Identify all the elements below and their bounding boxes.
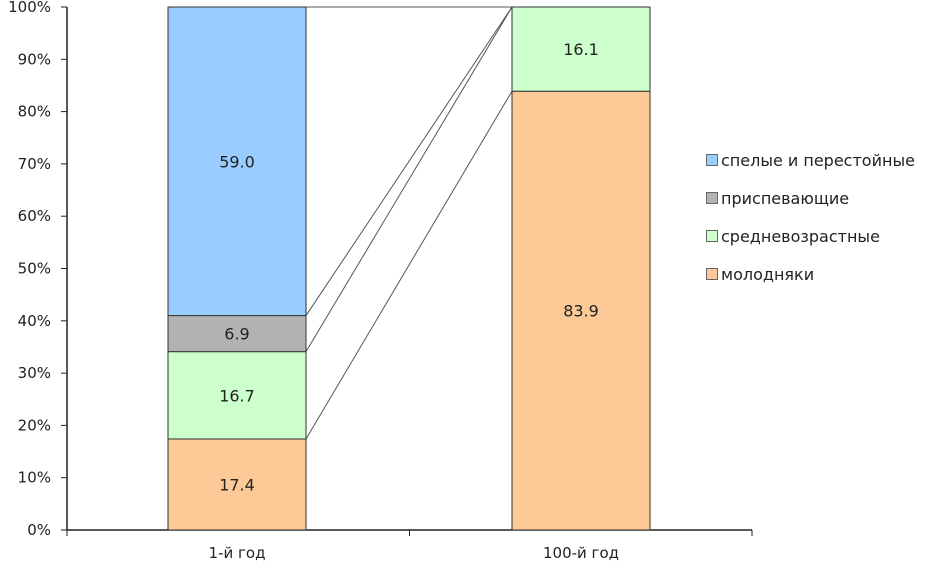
y-tick-label: 90% xyxy=(18,50,51,68)
x-tick-label: 100-й год xyxy=(543,544,619,562)
y-tick-label: 50% xyxy=(18,260,51,278)
bar-data-label: 16.1 xyxy=(563,40,599,59)
legend-item-young: молодняки xyxy=(706,264,915,284)
x-tick-label: 1-й год xyxy=(209,544,266,562)
legend-swatch xyxy=(706,230,718,242)
y-tick-label: 10% xyxy=(18,469,51,487)
legend-label: молодняки xyxy=(721,264,815,284)
data-labels: 17.4 16.7 6.9 59.0 83.9 16.1 xyxy=(219,40,599,494)
connector-line xyxy=(305,6,513,352)
legend-label: приспевающие xyxy=(721,188,850,208)
bar-data-label: 16.7 xyxy=(219,386,255,405)
bar-data-label: 6.9 xyxy=(224,325,249,344)
connector-lines xyxy=(305,6,513,440)
bar-data-label: 17.4 xyxy=(219,475,255,494)
y-tick-label: 100% xyxy=(8,0,51,16)
connector-line xyxy=(305,90,513,440)
bar-segment xyxy=(167,438,307,531)
bars xyxy=(167,6,651,531)
legend-swatch xyxy=(706,192,718,204)
y-tick-label: 0% xyxy=(27,521,51,539)
legend-swatch xyxy=(706,268,718,280)
y-tick-label: 70% xyxy=(18,155,51,173)
y-tick-label: 40% xyxy=(18,312,51,330)
y-tick-label: 30% xyxy=(18,364,51,382)
bar-segment xyxy=(167,6,307,317)
y-tick-label: 80% xyxy=(18,103,51,121)
y-tick-label: 20% xyxy=(18,416,51,434)
bar-segment xyxy=(167,351,307,440)
legend-label: средневозрастные xyxy=(721,226,880,246)
connector-line xyxy=(305,6,513,316)
bar-segment xyxy=(511,6,651,92)
legend-item-mature: спелые и перестойные xyxy=(706,150,915,170)
legend: спелые и перестойные приспевающие средне… xyxy=(706,150,915,302)
bar-segment xyxy=(511,90,651,531)
legend-item-premature: приспевающие xyxy=(706,188,915,208)
axes: 0% 10% 20% 30% 40% 50% 60% 70% 80% 90% 100% 1-й год… xyxy=(8,0,753,562)
bar-data-label: 83.9 xyxy=(563,302,599,321)
bar-data-label: 59.0 xyxy=(219,152,255,171)
y-tick-label: 60% xyxy=(18,207,51,225)
bar-segment xyxy=(167,315,307,353)
legend-label: спелые и перестойные xyxy=(721,150,915,170)
legend-swatch xyxy=(706,154,718,166)
legend-item-middle-aged: средневозрастные xyxy=(706,226,915,246)
